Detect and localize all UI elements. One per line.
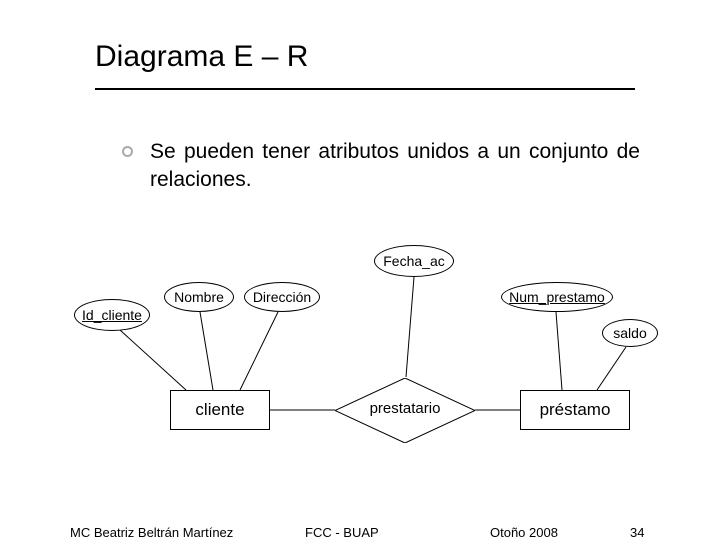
footer-page-number: 34 <box>630 525 644 540</box>
footer-term: Otoño 2008 <box>490 525 558 540</box>
attribute-nombre: Nombre <box>164 282 234 312</box>
entity-cliente: cliente <box>170 390 270 430</box>
attribute-id_cliente: Id_cliente <box>74 299 150 331</box>
er-diagram: cliente préstamo prestatario Id_cliente Nomb… <box>0 0 720 540</box>
footer-author: MC Beatriz Beltrán Martínez <box>70 525 233 540</box>
relationship-prestatario: prestatario <box>335 378 475 443</box>
attribute-fecha_ac: Fecha_ac <box>374 245 454 277</box>
attribute-num_prestamo: Num_prestamo <box>501 282 613 312</box>
entity-prestamo: préstamo <box>520 390 630 430</box>
attribute-direccion: Dirección <box>244 282 320 312</box>
attribute-saldo: saldo <box>602 319 658 347</box>
relationship-label: prestatario <box>335 400 475 417</box>
footer-center: FCC - BUAP <box>305 525 379 540</box>
